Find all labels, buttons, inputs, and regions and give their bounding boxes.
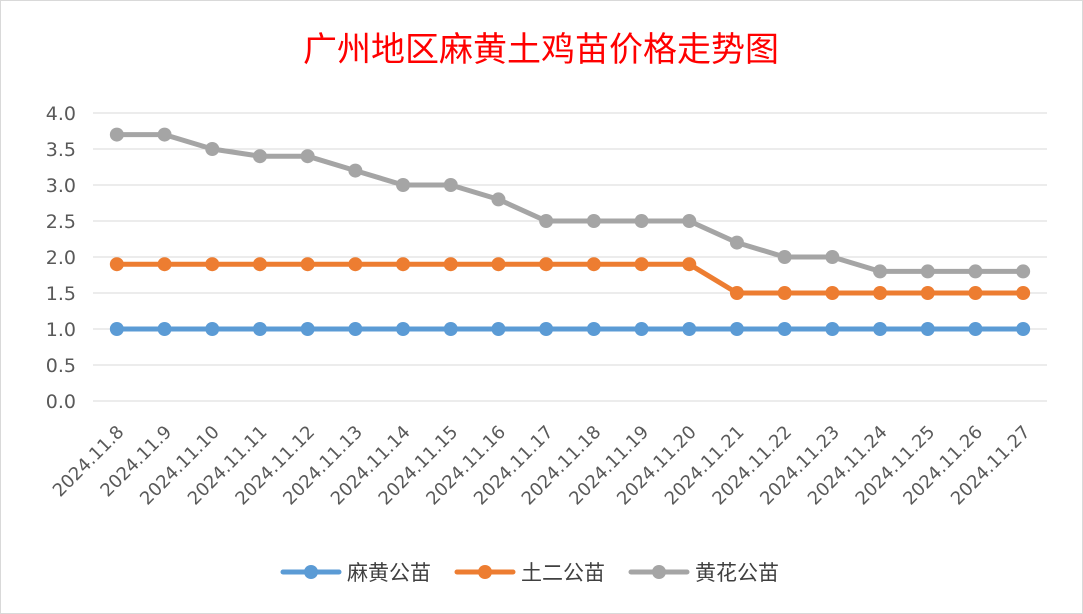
data-point: [634, 322, 649, 336]
data-point: [205, 322, 220, 336]
data-point: [443, 178, 458, 192]
legend-item: 麻黄公苗: [280, 561, 431, 585]
series-2: [109, 257, 1031, 300]
data-point: [873, 264, 888, 279]
data-point: [968, 322, 983, 336]
data-point: [300, 322, 315, 336]
y-tick-label: 1.0: [46, 319, 76, 341]
data-point: [109, 127, 124, 142]
data-point: [825, 250, 840, 264]
data-point: [777, 250, 792, 264]
y-axis-ticks: 0.0 0.5 1.0 1.5 2.0 2.5 3.0 3.5 4.0: [46, 103, 76, 413]
y-tick-label: 2.0: [46, 247, 76, 269]
data-point: [634, 214, 649, 228]
data-point: [396, 178, 411, 192]
data-point: [1016, 322, 1031, 336]
data-point: [825, 322, 840, 336]
data-point: [539, 322, 554, 336]
data-point: [586, 257, 601, 272]
data-point: [682, 214, 697, 228]
chart-title: 广州地区麻黄土鸡苗价格走势图: [303, 30, 779, 70]
data-point: [157, 127, 172, 142]
data-point: [682, 322, 697, 336]
data-point: [825, 286, 840, 300]
data-point: [491, 257, 506, 272]
data-point: [157, 322, 172, 336]
y-tick-label: 3.0: [46, 175, 76, 197]
series-line: [114, 132, 1026, 274]
grid-lines: [93, 112, 1047, 402]
data-point: [300, 149, 315, 164]
x-axis-ticks: 2024.11.82024.11.92024.11.102024.11.1120…: [49, 422, 1035, 510]
legend-label: 黄花公苗: [695, 561, 779, 585]
data-point: [491, 322, 506, 336]
data-point: [205, 257, 220, 272]
data-point: [252, 149, 267, 164]
data-point: [252, 322, 267, 336]
series-1: [109, 322, 1031, 336]
y-tick-label: 2.5: [46, 211, 76, 233]
data-point: [968, 286, 983, 300]
data-point: [1016, 264, 1031, 279]
data-point: [634, 257, 649, 272]
data-point: [443, 322, 458, 336]
data-point: [920, 264, 935, 279]
data-point: [920, 322, 935, 336]
y-tick-label: 3.5: [46, 139, 76, 161]
data-point: [1016, 286, 1031, 300]
data-point: [729, 322, 744, 336]
data-point: [109, 257, 124, 272]
data-point: [729, 286, 744, 300]
data-point: [300, 257, 315, 272]
legend-item: 黄花公苗: [628, 561, 779, 585]
legend-label: 麻黄公苗: [347, 561, 431, 585]
legend-swatch-marker: [478, 565, 492, 579]
data-point: [157, 257, 172, 272]
data-point: [348, 163, 363, 178]
data-point: [586, 322, 601, 336]
data-point: [586, 214, 601, 228]
data-point: [682, 257, 697, 272]
series-line: [114, 261, 1026, 296]
y-tick-label: 1.5: [46, 283, 76, 305]
legend-swatch-marker: [304, 565, 318, 579]
legend-label: 土二公苗: [521, 561, 605, 585]
data-point: [348, 322, 363, 336]
data-point: [252, 257, 267, 272]
data-point: [777, 322, 792, 336]
data-point: [777, 286, 792, 300]
data-point: [443, 257, 458, 272]
data-point: [396, 257, 411, 272]
data-point: [396, 322, 411, 336]
data-point: [109, 322, 124, 336]
series-group: [109, 127, 1031, 336]
data-point: [968, 264, 983, 279]
data-point: [729, 235, 744, 250]
legend: 麻黄公苗 土二公苗 黄花公苗: [280, 561, 779, 585]
y-tick-label: 4.0: [46, 103, 76, 125]
legend-swatch-marker: [652, 565, 666, 579]
data-point: [205, 142, 220, 156]
data-point: [348, 257, 363, 272]
data-point: [491, 192, 506, 207]
series-3: [109, 127, 1031, 279]
legend-item: 土二公苗: [454, 561, 605, 585]
data-point: [873, 322, 888, 336]
y-tick-label: 0.0: [46, 391, 76, 413]
data-point: [539, 214, 554, 228]
y-tick-label: 0.5: [46, 355, 76, 377]
data-point: [539, 257, 554, 272]
data-point: [920, 286, 935, 300]
data-point: [873, 286, 888, 300]
